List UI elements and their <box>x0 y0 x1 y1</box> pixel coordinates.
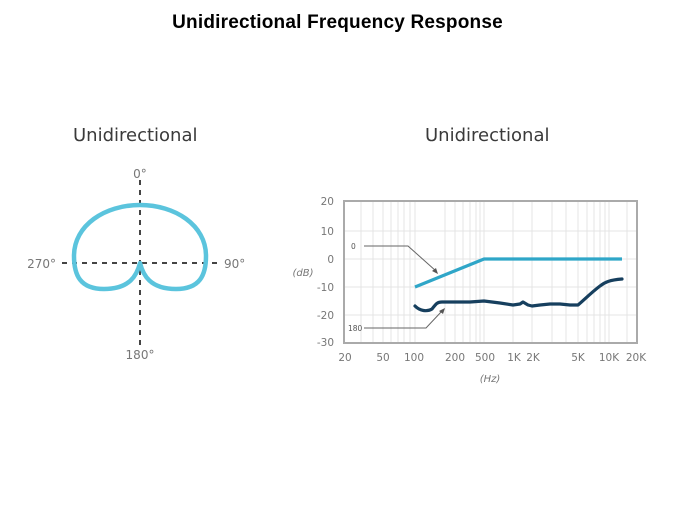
y-tick: 10 <box>321 226 334 238</box>
callout-line-180 <box>364 310 443 329</box>
y-tick: 20 <box>321 196 334 208</box>
x-tick: 200 <box>445 352 465 364</box>
callout-label-180: 180 <box>348 324 363 333</box>
y-axis-ticks: 20 10 0 -10 -20 -30 <box>317 196 334 349</box>
x-tick: 1K <box>507 352 522 364</box>
callout-line-0 <box>364 245 437 272</box>
polar-pattern-curve <box>71 202 209 292</box>
y-tick: -10 <box>317 282 334 294</box>
grid-horizontal <box>344 230 637 316</box>
x-tick: 100 <box>404 352 424 364</box>
polar-label-90: 90° <box>224 257 245 271</box>
y-tick: 0 <box>327 254 334 266</box>
response-chart: 20 10 0 -10 -20 -30 (dB) 20 50 100 200 5… <box>292 196 647 385</box>
x-tick: 20K <box>626 352 647 364</box>
x-tick: 50 <box>376 352 389 364</box>
callout-label-0: 0 <box>351 242 356 251</box>
x-axis-label: (Hz) <box>480 374 501 385</box>
y-tick: -20 <box>317 310 334 322</box>
x-tick: 20 <box>338 352 351 364</box>
polar-label-180: 180° <box>126 348 155 362</box>
x-tick: 5K <box>571 352 586 364</box>
callout-arrow-0 <box>432 268 438 274</box>
plot-frame <box>343 200 638 344</box>
response-chart-title: Unidirectional <box>425 125 550 146</box>
x-tick: 500 <box>475 352 495 364</box>
y-axis-label: (dB) <box>292 268 313 279</box>
series-0-line <box>414 257 622 289</box>
series-180-line <box>413 277 624 313</box>
polar-label-270: 270° <box>27 257 56 271</box>
polar-chart-title: Unidirectional <box>73 125 198 146</box>
x-tick: 2K <box>526 352 541 364</box>
x-axis-ticks: 20 50 100 200 500 1K 2K 5K 10K 20K <box>338 352 647 364</box>
callout-arrow-180 <box>439 308 445 314</box>
x-tick: 10K <box>599 352 620 364</box>
y-tick: -30 <box>317 337 334 349</box>
grid-vertical <box>360 201 628 343</box>
page-title: Unidirectional Frequency Response <box>172 12 503 33</box>
polar-chart: 0° 90° 180° 270° <box>27 167 245 362</box>
polar-label-0: 0° <box>133 167 147 181</box>
